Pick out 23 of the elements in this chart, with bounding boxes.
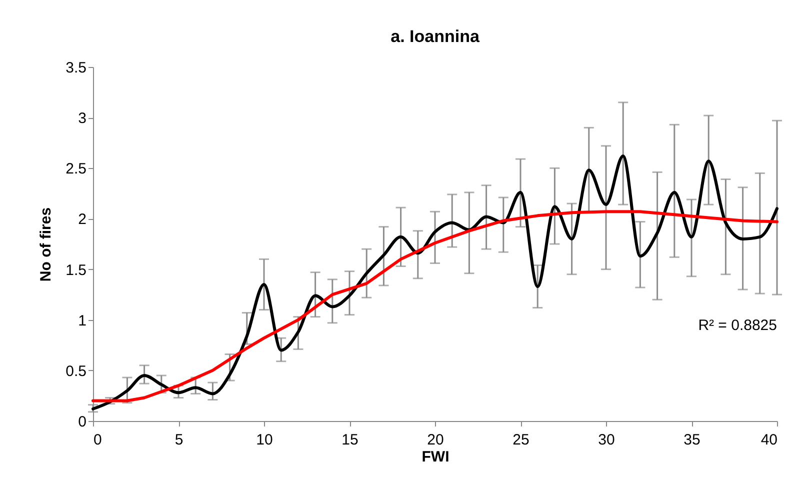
x-tick-label: 0 bbox=[94, 432, 102, 448]
x-tick-label: 5 bbox=[174, 432, 184, 448]
y-tick-label: 3.5 bbox=[66, 60, 86, 76]
x-tick-label: 20 bbox=[427, 432, 444, 448]
x-tick-label: 35 bbox=[684, 432, 700, 448]
x-tick-label: 25 bbox=[512, 432, 530, 448]
x-axis-title: FWI bbox=[422, 448, 450, 466]
line-series bbox=[92, 154, 778, 410]
y-tick-label: 3 bbox=[78, 110, 86, 128]
y-tick-label: 0 bbox=[78, 414, 86, 430]
x-tick-label: 30 bbox=[598, 432, 615, 448]
y-tick-label: 0.5 bbox=[66, 362, 86, 380]
y-tick-label: 2.5 bbox=[66, 160, 86, 178]
y-tick-label: 1.5 bbox=[66, 262, 86, 279]
annotation: R² = 0.8825 bbox=[698, 317, 777, 334]
y-axis-title: No of fires bbox=[38, 207, 55, 282]
chart-title: a. Ioannina bbox=[390, 27, 480, 46]
y-tick-label: 1 bbox=[78, 312, 86, 330]
x-tick-label: 15 bbox=[342, 432, 358, 448]
x-tick-label: 40 bbox=[760, 432, 778, 448]
x-tick-label: 10 bbox=[256, 432, 273, 448]
y-tick-label: 2 bbox=[78, 211, 86, 228]
line-series bbox=[92, 210, 778, 402]
